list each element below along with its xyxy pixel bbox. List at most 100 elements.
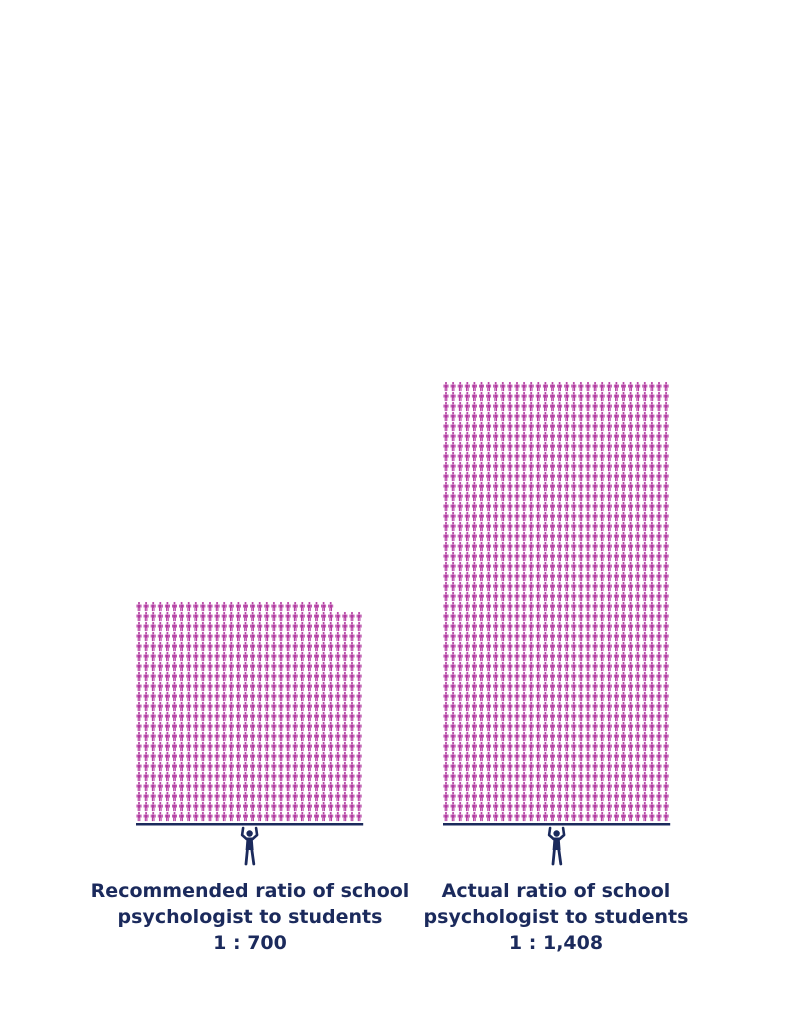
student-icon — [628, 582, 634, 592]
student-icon — [164, 782, 170, 792]
student-icon — [214, 622, 220, 632]
student-icon — [656, 602, 662, 612]
student-icon — [479, 582, 484, 592]
student-icon — [328, 692, 334, 702]
student-icon — [613, 702, 619, 712]
student-icon — [471, 642, 477, 652]
student-icon — [663, 522, 669, 532]
student-icon — [471, 412, 477, 422]
student-icon — [521, 412, 527, 422]
student-icon — [314, 742, 319, 752]
student-icon — [464, 532, 470, 542]
student-icon — [157, 652, 163, 662]
student-icon — [328, 792, 334, 802]
student-icon — [500, 692, 506, 702]
student-icon — [550, 772, 555, 782]
student-icon — [514, 712, 520, 722]
student-icon — [150, 782, 156, 792]
student-icon — [157, 622, 163, 632]
student-icon — [157, 612, 163, 622]
student-icon — [235, 692, 241, 702]
student-icon — [200, 602, 206, 612]
student-icon — [621, 422, 626, 432]
student-icon — [235, 602, 241, 612]
student-icon — [621, 382, 626, 392]
student-icon — [649, 682, 655, 692]
student-icon — [479, 492, 484, 502]
student-icon — [464, 682, 470, 692]
student-icon — [264, 672, 270, 682]
student-icon — [656, 462, 662, 472]
student-icon — [264, 662, 270, 672]
student-icon — [493, 532, 499, 542]
student-icon — [535, 442, 541, 452]
student-icon — [649, 612, 655, 622]
student-icon — [314, 602, 319, 612]
student-icon — [592, 482, 598, 492]
student-icon — [557, 742, 563, 752]
student-icon — [585, 782, 591, 792]
student-icon — [542, 582, 548, 592]
student-icon — [243, 622, 248, 632]
student-icon — [285, 782, 291, 792]
student-icon — [656, 762, 662, 772]
student-icon — [564, 532, 570, 542]
student-icon — [550, 522, 555, 532]
student-icon — [585, 392, 591, 402]
student-icon — [214, 732, 220, 742]
student-icon — [599, 672, 605, 682]
student-icon — [143, 762, 149, 772]
student-icon — [264, 812, 270, 822]
student-icon — [457, 652, 463, 662]
student-icon — [471, 592, 477, 602]
student-icon — [471, 712, 477, 722]
student-icon — [606, 432, 612, 442]
student-icon — [521, 562, 527, 572]
student-icon — [493, 382, 499, 392]
student-icon — [628, 762, 634, 772]
student-icon — [528, 702, 534, 712]
student-icon — [228, 622, 234, 632]
student-icon — [356, 712, 362, 722]
student-icon — [278, 712, 284, 722]
student-icon — [228, 792, 234, 802]
student-icon — [564, 612, 570, 622]
student-icon — [471, 502, 477, 512]
student-icon — [557, 442, 563, 452]
student-icon — [172, 642, 177, 652]
student-icon — [292, 742, 298, 752]
student-icon — [479, 692, 484, 702]
student-icon — [550, 552, 555, 562]
student-icon — [493, 782, 499, 792]
student-icon — [172, 752, 177, 762]
student-icon — [599, 722, 605, 732]
student-icon — [186, 612, 192, 622]
student-icon — [578, 532, 584, 542]
student-icon — [606, 452, 612, 462]
student-icon — [349, 812, 355, 822]
student-icon — [642, 542, 648, 552]
student-icon — [157, 752, 163, 762]
student-icon — [606, 642, 612, 652]
student-icon — [656, 722, 662, 732]
student-icon — [471, 572, 477, 582]
student-icon — [257, 702, 263, 712]
student-icon — [228, 712, 234, 722]
student-icon — [314, 772, 319, 782]
student-icon — [136, 642, 142, 652]
student-icon — [542, 772, 548, 782]
student-icon — [628, 412, 634, 422]
student-icon — [550, 402, 555, 412]
student-icon — [207, 722, 213, 732]
student-icon — [450, 612, 456, 622]
student-icon — [450, 662, 456, 672]
student-icon — [264, 772, 270, 782]
student-icon — [528, 812, 534, 822]
student-icon — [564, 602, 570, 612]
student-icon — [514, 782, 520, 792]
student-icon — [613, 692, 619, 702]
student-icon — [243, 702, 248, 712]
student-icon — [500, 382, 506, 392]
student-icon — [457, 622, 463, 632]
student-icon — [628, 632, 634, 642]
